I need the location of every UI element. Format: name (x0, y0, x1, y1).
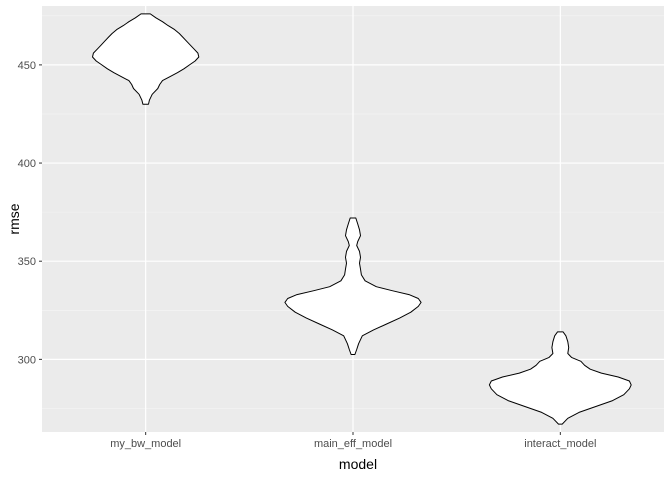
violin-my_bw_model (92, 13, 200, 105)
violin-main_eff_model (284, 217, 422, 355)
y-tick-label-300: 300 (18, 354, 36, 366)
x-axis: my_bw_model main_eff_model interact_model (110, 432, 596, 450)
x-tick-label-interact_model: interact_model (524, 438, 596, 450)
x-axis-title: model (339, 456, 377, 472)
violin-interact_model (488, 331, 632, 425)
y-axis: 300 350 400 450 (18, 60, 42, 366)
y-axis-title: rmse (6, 203, 22, 234)
violins (92, 13, 632, 425)
y-tick-label-350: 350 (18, 256, 36, 268)
x-tick-label-my_bw_model: my_bw_model (110, 438, 181, 450)
y-tick-label-400: 400 (18, 158, 36, 170)
x-tick-label-main_eff_model: main_eff_model (314, 438, 392, 450)
y-tick-label-450: 450 (18, 60, 36, 72)
